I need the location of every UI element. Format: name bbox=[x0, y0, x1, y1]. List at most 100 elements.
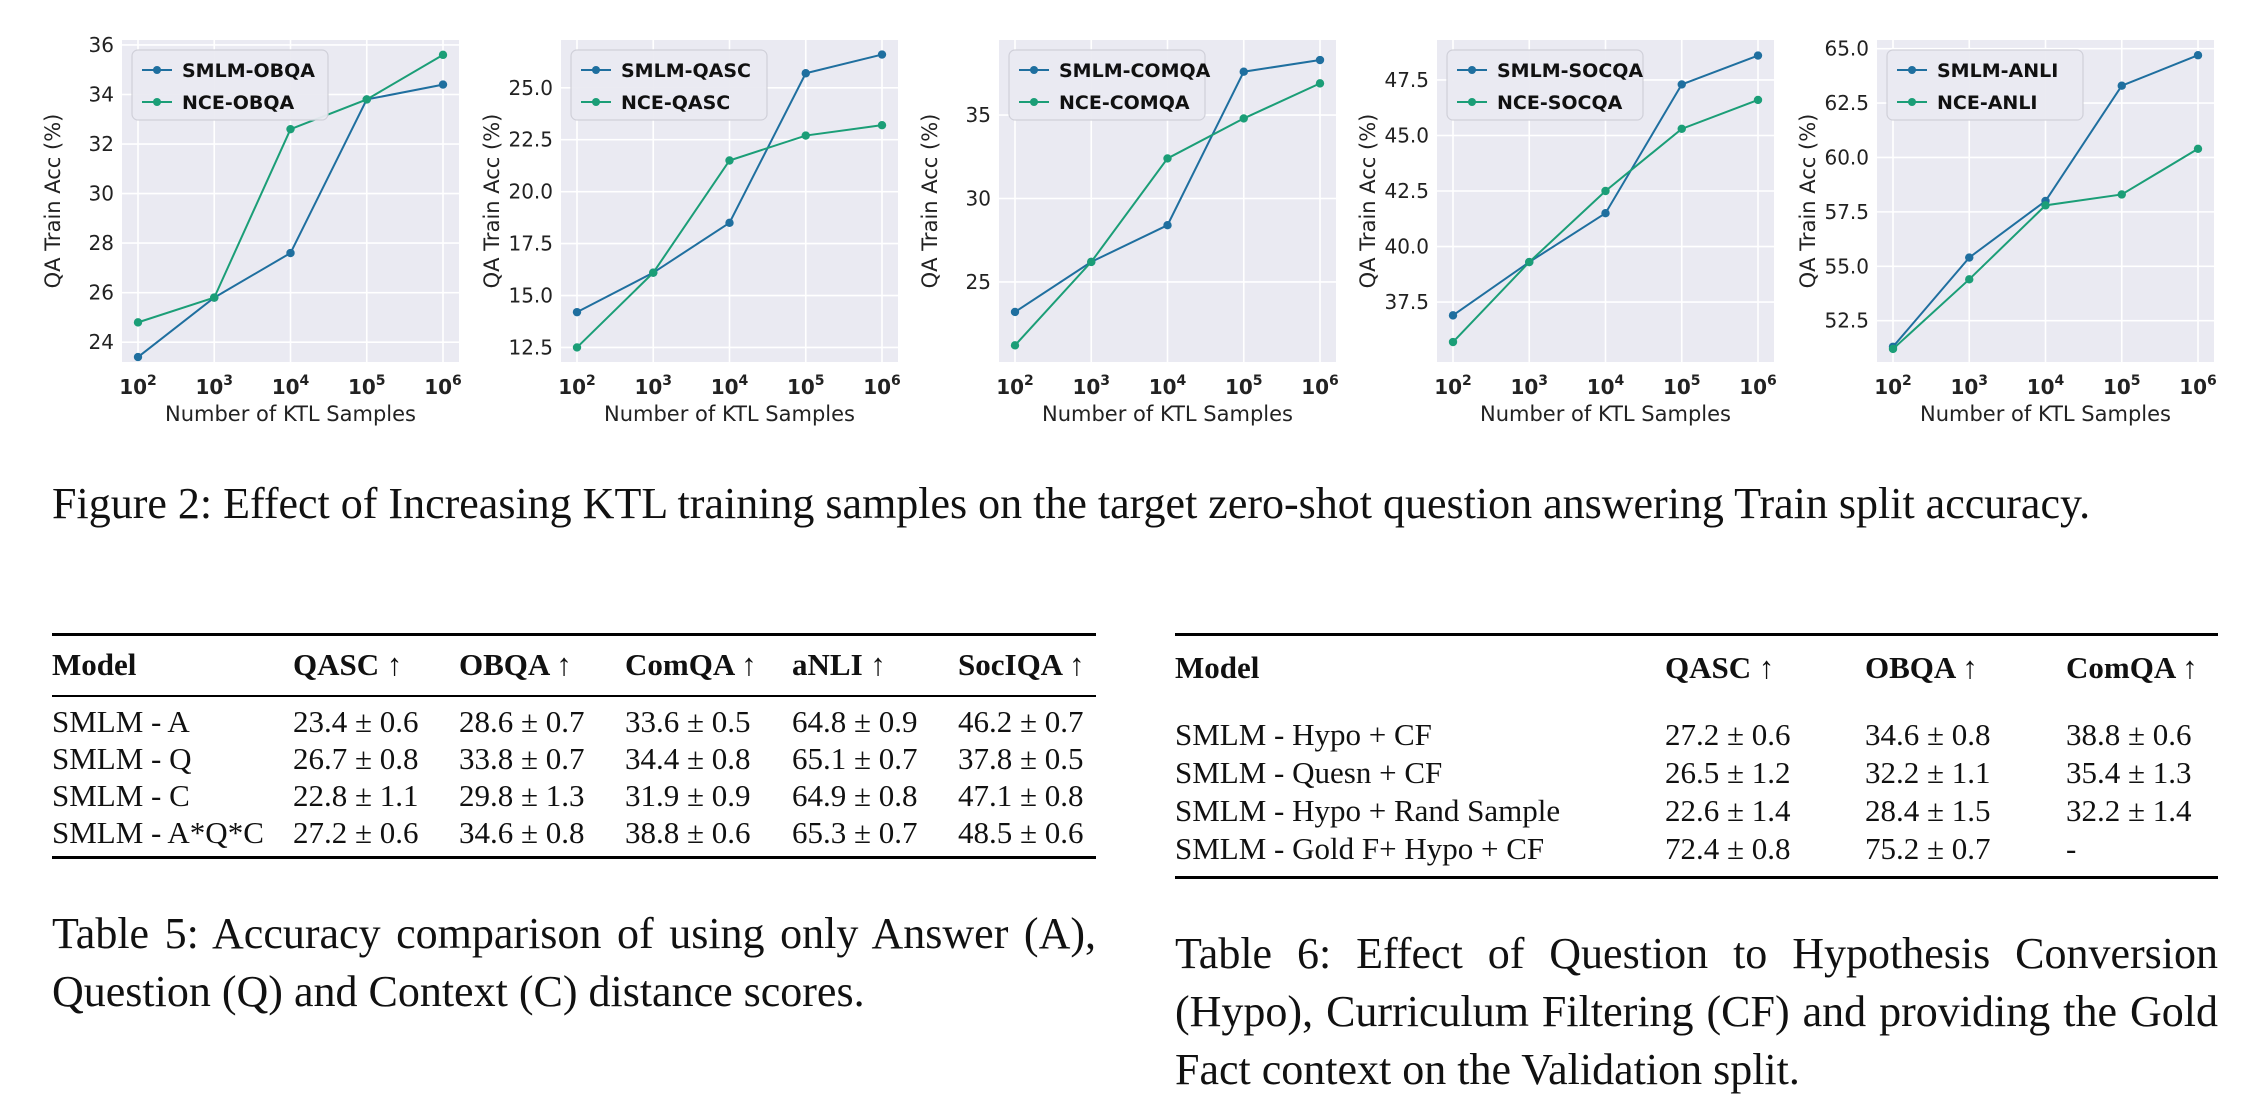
data-point bbox=[1677, 80, 1686, 89]
y-tick-label: 34 bbox=[89, 82, 114, 106]
data-point bbox=[133, 318, 143, 327]
x-tick-label: 105 bbox=[787, 373, 825, 399]
column-header-comqa: ComQA ↑ bbox=[2066, 650, 2198, 685]
table-row: SMLM - Gold F+ Hypo + CF 72.4 ± 0.8 75.2… bbox=[1175, 830, 2218, 878]
table-cell: SMLM - A bbox=[52, 704, 190, 739]
column-header-model: Model bbox=[1175, 650, 1260, 685]
data-point bbox=[725, 218, 734, 228]
legend-marker bbox=[1908, 98, 1916, 106]
x-tick-label: 105 bbox=[1225, 373, 1263, 399]
y-tick-label: 28 bbox=[89, 231, 114, 255]
table-cell: SMLM - Quesn + CF bbox=[1175, 755, 1443, 790]
data-point bbox=[438, 50, 448, 60]
table-cell: 27.2 ± 0.6 bbox=[293, 815, 419, 850]
table-cell: SMLM - Q bbox=[52, 741, 192, 776]
x-tick-label: 105 bbox=[2103, 373, 2141, 399]
table-cell: 34.6 ± 0.8 bbox=[1865, 717, 1991, 752]
column-header-comqa: ComQA ↑ bbox=[625, 647, 757, 682]
x-tick-label: 106 bbox=[1739, 373, 1777, 399]
table-header-row: Model QASC ↑ OBQA ↑ ComQA ↑ aNLI ↑ SocIQ… bbox=[52, 635, 1096, 696]
data-point bbox=[1239, 67, 1248, 76]
data-point bbox=[1525, 257, 1534, 267]
y-tick-label: 60.0 bbox=[1824, 145, 1869, 169]
data-point bbox=[2117, 190, 2126, 199]
x-axis-label: Number of KTL Samples bbox=[165, 402, 416, 426]
data-point bbox=[1315, 55, 1325, 65]
x-tick-label: 103 bbox=[634, 373, 672, 399]
y-tick-label: 30 bbox=[966, 186, 991, 210]
data-point bbox=[1965, 253, 1974, 262]
table-cell: 38.8 ± 0.6 bbox=[625, 815, 751, 850]
x-axis-label: Number of KTL Samples bbox=[1480, 402, 1731, 426]
y-tick-label: 36 bbox=[89, 33, 114, 57]
data-point bbox=[133, 352, 143, 362]
data-point bbox=[1448, 311, 1458, 320]
table-5-grid: Model QASC ↑ OBQA ↑ ComQA ↑ aNLI ↑ SocIQ… bbox=[52, 633, 1096, 859]
column-header-qasc: QASC ↑ bbox=[1665, 650, 1775, 685]
table-cell: 64.9 ± 0.8 bbox=[792, 778, 918, 813]
table-cell: 33.8 ± 0.7 bbox=[459, 741, 585, 776]
data-point bbox=[2117, 81, 2126, 90]
table-cell: 32.2 ± 1.1 bbox=[1865, 755, 1991, 790]
table-cell: 48.5 ± 0.6 bbox=[958, 815, 1084, 850]
table-cell: 35.4 ± 1.3 bbox=[2066, 755, 2192, 790]
y-axis-label: QA Train Acc (%) bbox=[1356, 114, 1380, 289]
data-point bbox=[725, 156, 734, 165]
y-axis-label: QA Train Acc (%) bbox=[480, 114, 504, 289]
data-point bbox=[1239, 114, 1248, 123]
table-cell: 75.2 ± 0.7 bbox=[1865, 831, 1991, 866]
legend-label: NCE-QASC bbox=[621, 92, 730, 114]
x-tick-label: 102 bbox=[1434, 373, 1472, 399]
y-tick-label: 26 bbox=[89, 281, 114, 305]
x-tick-label: 102 bbox=[996, 373, 1034, 399]
x-axis-label: Number of KTL Samples bbox=[604, 402, 855, 426]
x-tick-label: 102 bbox=[558, 373, 596, 399]
legend-box bbox=[570, 49, 768, 121]
y-tick-label: 22.5 bbox=[508, 128, 553, 152]
chart-panel-4: 37.5 40.0 42.5 45.0 47.5 102 103 104 105 106 Numbe… bbox=[1356, 40, 1777, 426]
y-tick-label: 42.5 bbox=[1384, 179, 1429, 203]
table-cell: 22.8 ± 1.1 bbox=[293, 778, 419, 813]
legend-marker bbox=[592, 98, 600, 106]
y-tick-label: 25.0 bbox=[508, 76, 553, 100]
table-6-caption: Table 6: Effect of Question to Hypothesi… bbox=[1175, 929, 2218, 1094]
y-tick-label: 20.0 bbox=[508, 180, 553, 204]
data-point bbox=[572, 343, 582, 352]
table-cell: 34.4 ± 0.8 bbox=[625, 741, 751, 776]
x-tick-label: 104 bbox=[2027, 373, 2065, 399]
x-axis-label: Number of KTL Samples bbox=[1042, 402, 1293, 426]
table-cell: 29.8 ± 1.3 bbox=[459, 778, 585, 813]
table-row: SMLM - A*Q*C 27.2 ± 0.6 34.6 ± 0.8 38.8 … bbox=[52, 814, 1096, 858]
legend-label: SMLM-COMQA bbox=[1059, 60, 1211, 82]
y-tick-label: 12.5 bbox=[508, 335, 553, 359]
x-tick-label: 106 bbox=[1301, 373, 1339, 399]
table-cell: 23.4 ± 0.6 bbox=[293, 704, 419, 739]
table-row: SMLM - Q 26.7 ± 0.8 33.8 ± 0.7 34.4 ± 0.… bbox=[52, 740, 1096, 777]
x-tick-label: 103 bbox=[1072, 373, 1110, 399]
data-point bbox=[1601, 209, 1610, 218]
table-cell: 46.2 ± 0.7 bbox=[958, 704, 1084, 739]
x-tick-label: 102 bbox=[1874, 373, 1912, 399]
table-cell: SMLM - Gold F+ Hypo + CF bbox=[1175, 831, 1545, 866]
table-cell: 22.6 ± 1.4 bbox=[1665, 793, 1791, 828]
table-6-grid: Model QASC ↑ OBQA ↑ ComQA ↑ SMLM - Hypo … bbox=[1175, 633, 2218, 879]
table-cell: 32.2 ± 1.4 bbox=[2066, 793, 2192, 828]
table-cell: SMLM - Hypo + CF bbox=[1175, 717, 1432, 752]
table-cell: 64.8 ± 0.9 bbox=[792, 704, 918, 739]
y-tick-label: 40.0 bbox=[1384, 235, 1429, 259]
table-cell: 65.1 ± 0.7 bbox=[792, 741, 918, 776]
x-tick-label: 103 bbox=[195, 373, 233, 399]
figure-2-charts: 24 26 28 30 32 34 36 102 103 104 105 106 Number of K… bbox=[0, 0, 2248, 440]
table-cell: 37.8 ± 0.5 bbox=[958, 741, 1084, 776]
x-tick-label: 104 bbox=[1587, 373, 1625, 399]
table-cell: SMLM - A*Q*C bbox=[52, 815, 264, 850]
data-point bbox=[649, 268, 658, 277]
data-point bbox=[1677, 124, 1686, 134]
table-cell: 47.1 ± 0.8 bbox=[958, 778, 1084, 813]
data-point bbox=[2193, 51, 2203, 60]
data-point bbox=[2041, 201, 2050, 210]
data-point bbox=[1601, 186, 1610, 196]
legend-box bbox=[1008, 49, 1206, 121]
data-point bbox=[438, 80, 448, 89]
table-row: SMLM - C 22.8 ± 1.1 29.8 ± 1.3 31.9 ± 0.… bbox=[52, 777, 1096, 814]
